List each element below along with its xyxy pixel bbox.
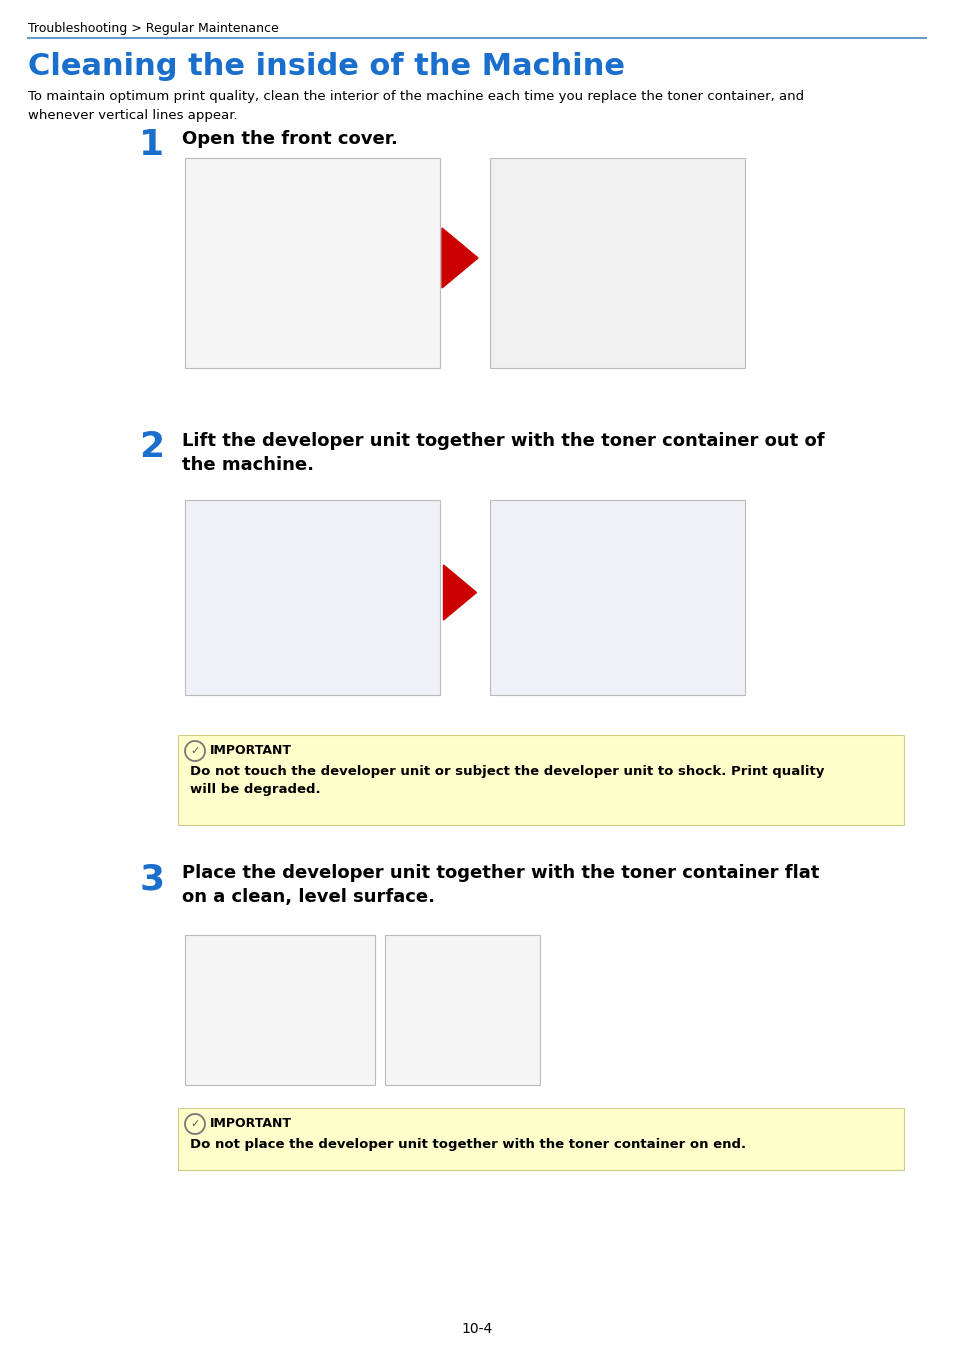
Polygon shape bbox=[441, 228, 477, 288]
FancyBboxPatch shape bbox=[178, 734, 903, 825]
Text: Do not place the developer unit together with the toner container on end.: Do not place the developer unit together… bbox=[190, 1138, 745, 1152]
Text: Troubleshooting > Regular Maintenance: Troubleshooting > Regular Maintenance bbox=[28, 22, 278, 35]
FancyBboxPatch shape bbox=[185, 158, 439, 369]
Text: To maintain optimum print quality, clean the interior of the machine each time y: To maintain optimum print quality, clean… bbox=[28, 90, 803, 122]
FancyBboxPatch shape bbox=[185, 936, 375, 1085]
Text: Cleaning the inside of the Machine: Cleaning the inside of the Machine bbox=[28, 53, 624, 81]
FancyBboxPatch shape bbox=[185, 500, 439, 695]
FancyBboxPatch shape bbox=[490, 158, 744, 369]
Text: Place the developer unit together with the toner container flat
on a clean, leve: Place the developer unit together with t… bbox=[182, 864, 819, 906]
Text: Open the front cover.: Open the front cover. bbox=[182, 130, 397, 148]
Text: 2: 2 bbox=[139, 431, 164, 464]
FancyBboxPatch shape bbox=[385, 936, 539, 1085]
Text: IMPORTANT: IMPORTANT bbox=[210, 744, 292, 757]
Text: 1: 1 bbox=[139, 128, 164, 162]
Text: Do not touch the developer unit or subject the developer unit to shock. Print qu: Do not touch the developer unit or subje… bbox=[190, 765, 823, 796]
FancyBboxPatch shape bbox=[490, 500, 744, 695]
Text: ✓: ✓ bbox=[190, 747, 199, 756]
Text: Lift the developer unit together with the toner container out of
the machine.: Lift the developer unit together with th… bbox=[182, 432, 823, 474]
Text: ✓: ✓ bbox=[190, 1119, 199, 1129]
FancyBboxPatch shape bbox=[178, 1108, 903, 1170]
Text: IMPORTANT: IMPORTANT bbox=[210, 1116, 292, 1130]
Text: 10-4: 10-4 bbox=[461, 1322, 492, 1336]
Polygon shape bbox=[443, 566, 476, 620]
Text: 3: 3 bbox=[139, 863, 164, 896]
